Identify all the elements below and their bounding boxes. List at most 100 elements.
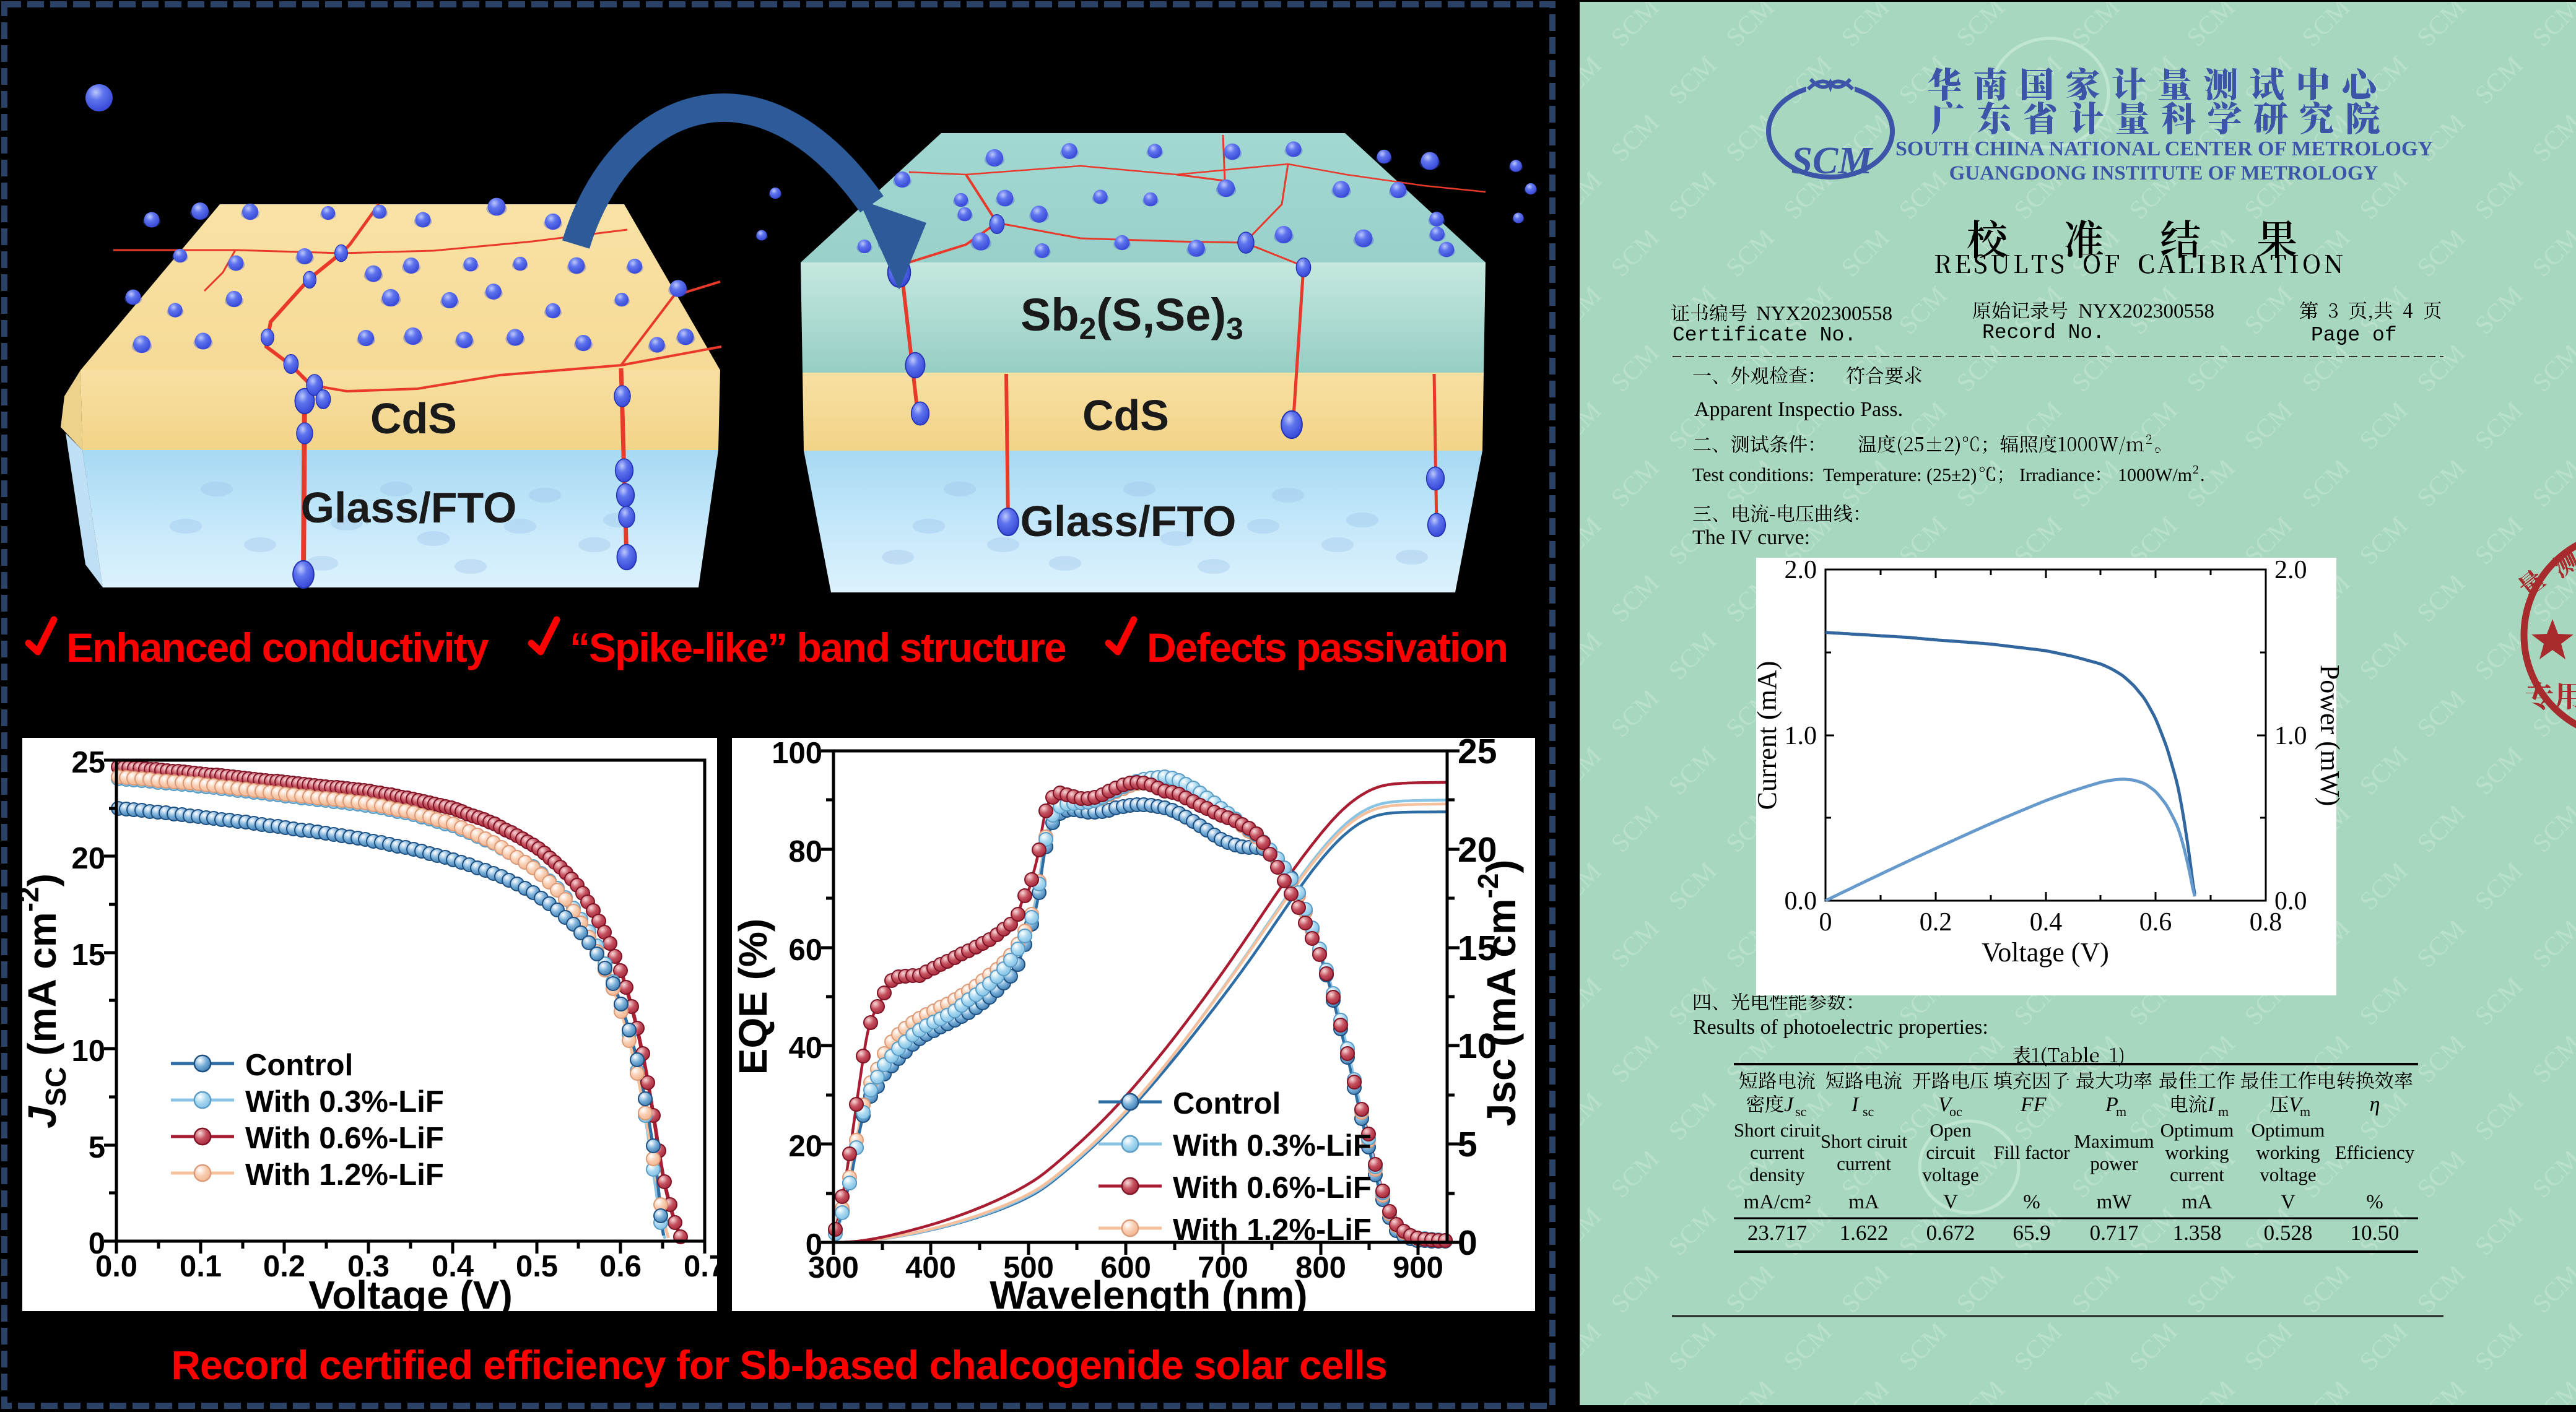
- svg-text:1.358: 1.358: [2173, 1221, 2222, 1245]
- svg-text:With 0.3%-LiF: With 0.3%-LiF: [1173, 1129, 1372, 1163]
- svg-text:V: V: [2281, 1191, 2295, 1213]
- svg-text:Test conditions:: Test conditions:: [1692, 464, 1814, 485]
- svg-text:working: working: [2256, 1141, 2320, 1163]
- svg-text:0.1: 0.1: [180, 1250, 222, 1283]
- svg-text:25: 25: [71, 746, 105, 779]
- svg-text:10: 10: [1458, 1026, 1497, 1066]
- svg-text:Fill factor: Fill factor: [1993, 1141, 2070, 1163]
- svg-text:I: I: [2207, 1093, 2216, 1116]
- svg-text:1000W/m: 1000W/m: [2118, 465, 2192, 485]
- svg-text:Jsc (mA cm-2): Jsc (mA cm-2): [1472, 860, 1524, 1127]
- svg-text:FF: FF: [2020, 1093, 2047, 1116]
- svg-text:Page of: Page of: [2311, 324, 2397, 347]
- svg-text:0: 0: [89, 1227, 105, 1260]
- svg-text:Defects passivation: Defects passivation: [1147, 625, 1507, 670]
- svg-text:0.0: 0.0: [2274, 887, 2307, 916]
- svg-text:voltage: voltage: [1922, 1164, 1978, 1185]
- svg-text:40: 40: [788, 1031, 822, 1065]
- svg-text:10.50: 10.50: [2351, 1221, 2400, 1245]
- svg-text:2.0: 2.0: [2274, 556, 2307, 584]
- svg-text:P: P: [2105, 1093, 2118, 1116]
- svg-text:m: m: [2116, 1104, 2126, 1119]
- svg-text:0: 0: [1819, 908, 1832, 937]
- svg-text:2: 2: [2193, 463, 2199, 477]
- svg-text:0.2: 0.2: [1920, 908, 1952, 937]
- svg-text:m: m: [2300, 1104, 2310, 1119]
- svg-text:Record certified efficiency fo: Record certified efficiency for Sb-based…: [171, 1342, 1386, 1388]
- svg-text:“Spike-like” band structure: “Spike-like” band structure: [570, 625, 1066, 670]
- svg-text:0.4: 0.4: [2030, 908, 2063, 937]
- svg-text:CdS: CdS: [370, 394, 457, 443]
- svg-text:5: 5: [1458, 1125, 1477, 1164]
- svg-text:current: current: [2170, 1164, 2224, 1185]
- svg-text:Irradiance: Irradiance: [2019, 465, 2095, 485]
- svg-text:mA/cm²: mA/cm²: [1744, 1191, 1811, 1213]
- svg-text:0.3: 0.3: [347, 1250, 389, 1283]
- svg-text:I: I: [1851, 1093, 1860, 1116]
- svg-text:23.717: 23.717: [1747, 1221, 1807, 1245]
- svg-text:60: 60: [788, 933, 822, 967]
- svg-text:Maximum: Maximum: [2074, 1130, 2154, 1152]
- svg-text:0.8: 0.8: [2250, 908, 2282, 937]
- svg-text:sc: sc: [1795, 1104, 1807, 1119]
- svg-text:Temperature: (25±2): Temperature: (25±2): [1823, 465, 1977, 485]
- svg-text:Open: Open: [1930, 1119, 1972, 1141]
- svg-text:voltage: voltage: [2260, 1164, 2316, 1185]
- svg-text:20: 20: [1458, 830, 1497, 870]
- svg-text:5: 5: [89, 1131, 105, 1164]
- svg-text:JSC (mA cm-2): JSC (mA cm-2): [12, 873, 72, 1128]
- svg-text:With 0.6%-LiF: With 0.6%-LiF: [1173, 1171, 1372, 1205]
- svg-text:600: 600: [1100, 1251, 1151, 1284]
- svg-text:With 1.2%-LiF: With 1.2%-LiF: [245, 1158, 444, 1192]
- svg-text:Short ciruit: Short ciruit: [1821, 1130, 1908, 1152]
- svg-text:Optimum: Optimum: [2160, 1119, 2234, 1141]
- svg-text:SCM: SCM: [1791, 140, 1874, 182]
- svg-text:0.7: 0.7: [684, 1250, 726, 1283]
- svg-text:0.528: 0.528: [2264, 1221, 2313, 1245]
- svg-text:mA: mA: [2182, 1191, 2213, 1213]
- svg-text:0.5: 0.5: [516, 1250, 558, 1283]
- svg-text:0.717: 0.717: [2090, 1221, 2139, 1245]
- svg-text:Current (mA): Current (mA): [1752, 661, 1782, 810]
- svg-text:2.0: 2.0: [1785, 556, 1817, 584]
- svg-text:Power (mW): Power (mW): [2315, 665, 2345, 807]
- svg-text:η: η: [2370, 1093, 2380, 1116]
- svg-text:V: V: [1943, 1191, 1958, 1213]
- svg-text:With 0.3%-LiF: With 0.3%-LiF: [245, 1085, 444, 1119]
- svg-text:800: 800: [1295, 1251, 1346, 1284]
- svg-text:0.2: 0.2: [263, 1250, 305, 1283]
- svg-text:1.0: 1.0: [1785, 722, 1817, 750]
- svg-text:65.9: 65.9: [2012, 1221, 2050, 1245]
- svg-text:NYX202300558: NYX202300558: [1756, 303, 1892, 325]
- svg-text:Efficiency: Efficiency: [2335, 1141, 2415, 1163]
- svg-text:0.6: 0.6: [599, 1250, 642, 1283]
- svg-text:Glass/FTO: Glass/FTO: [1020, 497, 1237, 545]
- svg-text:%: %: [2366, 1191, 2383, 1213]
- svg-text:20: 20: [788, 1130, 822, 1163]
- svg-text:J: J: [1784, 1093, 1795, 1116]
- svg-text:15: 15: [1458, 929, 1497, 968]
- svg-text:power: power: [2090, 1153, 2138, 1174]
- svg-text:With 1.2%-LiF: With 1.2%-LiF: [1173, 1213, 1372, 1247]
- svg-text:CdS: CdS: [1082, 391, 1169, 440]
- svg-text:sc: sc: [1863, 1104, 1874, 1119]
- svg-text:400: 400: [905, 1251, 956, 1284]
- svg-text:80: 80: [788, 835, 822, 868]
- svg-text:Certificate No.: Certificate No.: [1673, 324, 1856, 347]
- svg-text:GUANGDONG INSTITUTE OF METROLO: GUANGDONG INSTITUTE OF METROLOGY: [1949, 162, 2378, 184]
- svg-text:1.0: 1.0: [2274, 722, 2307, 750]
- svg-text:25: 25: [1458, 732, 1497, 771]
- svg-text:0.0: 0.0: [1785, 887, 1817, 916]
- svg-text:15: 15: [71, 938, 105, 972]
- svg-text:Glass/FTO: Glass/FTO: [301, 483, 517, 532]
- svg-text:current: current: [1750, 1141, 1804, 1163]
- svg-text:0: 0: [806, 1228, 822, 1262]
- svg-text:The IV curve:: The IV curve:: [1692, 526, 1810, 549]
- svg-text:Enhanced conductivity: Enhanced conductivity: [66, 625, 489, 670]
- svg-text:Voltage (V): Voltage (V): [308, 1273, 513, 1317]
- svg-text:Sb2(S,Se)3: Sb2(S,Se)3: [1020, 289, 1243, 346]
- svg-text:100: 100: [772, 737, 822, 770]
- svg-text:300: 300: [808, 1251, 859, 1284]
- svg-text:EQE (%): EQE (%): [731, 919, 775, 1075]
- svg-text:Apparent Inspectio Pass.: Apparent Inspectio Pass.: [1694, 398, 1903, 421]
